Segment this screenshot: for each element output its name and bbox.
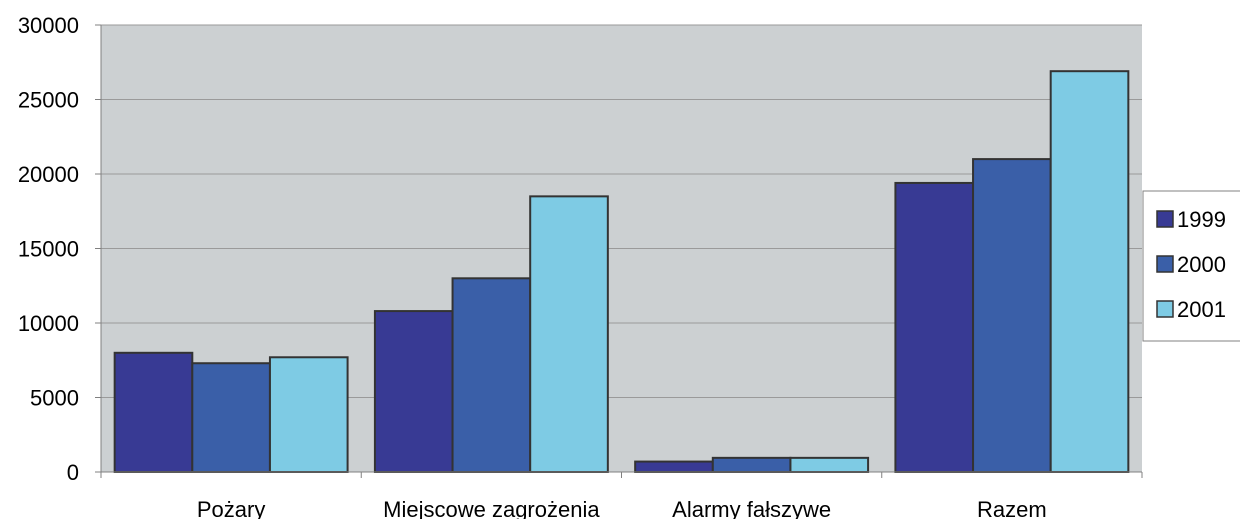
bar-1999: [634, 460, 714, 474]
x-tick-label: Alarmy fałszywe: [672, 497, 831, 519]
legend: 1999 2000 2001: [1142, 190, 1240, 342]
x-tick-label: Pożary: [197, 497, 265, 519]
legend-label: 2001: [1177, 297, 1226, 322]
bars: [113, 70, 1130, 474]
bar-2001: [789, 456, 870, 474]
bar-1999: [373, 310, 454, 473]
legend-swatch: [1156, 300, 1174, 318]
y-tick-label: 10000: [18, 311, 79, 336]
x-tick-labels: Pożary Miejscowe zagrożenia Alarmy fałszyw…: [197, 497, 1047, 522]
y-tick-label: 25000: [18, 88, 79, 113]
legend-swatch: [1156, 255, 1174, 273]
bar-2001: [268, 356, 349, 473]
y-tick-label: 30000: [18, 13, 79, 38]
x-tick-label: Razem: [977, 497, 1047, 519]
legend-swatch: [1156, 210, 1174, 228]
y-tick-labels: 0 5000 10000 15000 20000 25000 30000: [18, 13, 79, 485]
legend-label: 2000: [1177, 252, 1226, 277]
bar-2001: [529, 195, 609, 473]
bar-2000: [191, 362, 271, 474]
bar-2000: [451, 277, 532, 473]
bar-1999: [894, 181, 975, 473]
bar-2001: [1049, 70, 1130, 473]
x-tick-label: Miejscowe zagrożenia: [383, 497, 600, 519]
y-tick-label: 15000: [18, 237, 79, 262]
bar-1999: [113, 351, 194, 473]
y-tick-label: 20000: [18, 162, 79, 187]
y-tick-label: 5000: [30, 386, 79, 411]
legend-label: 1999: [1177, 207, 1226, 232]
bar-2000: [972, 158, 1052, 473]
y-tick-label: 0: [67, 460, 79, 485]
axes: [100, 25, 1143, 478]
bar-2000: [711, 456, 792, 474]
